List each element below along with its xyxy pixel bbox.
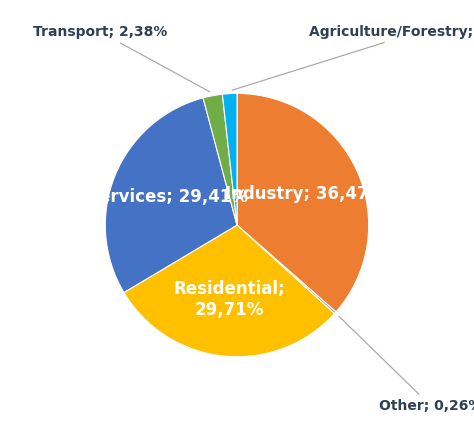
Wedge shape — [222, 94, 237, 225]
Wedge shape — [237, 225, 336, 314]
Text: Services; 29,41%: Services; 29,41% — [87, 188, 248, 206]
Wedge shape — [105, 98, 237, 292]
Wedge shape — [203, 94, 237, 225]
Text: Agriculture/Forestry; 1,77%: Agriculture/Forestry; 1,77% — [232, 25, 474, 90]
Wedge shape — [124, 225, 335, 357]
Text: Transport; 2,38%: Transport; 2,38% — [33, 25, 210, 92]
Text: Residential;
29,71%: Residential; 29,71% — [174, 281, 285, 319]
Text: Industry; 36,47%: Industry; 36,47% — [225, 185, 385, 203]
Text: Other; 0,26%: Other; 0,26% — [339, 316, 474, 413]
Wedge shape — [237, 94, 369, 312]
